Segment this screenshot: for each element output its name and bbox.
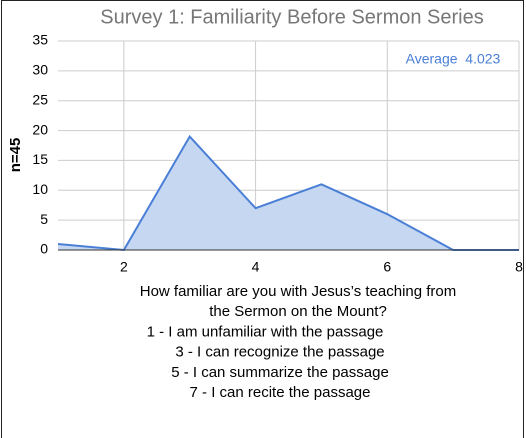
x-axis-label: the Sermon on the Mount?: [209, 303, 387, 320]
y-tick-label: 30: [32, 62, 48, 78]
x-axis-label: 5 - I can summarize the passage: [171, 364, 389, 381]
x-tick-label: 4: [252, 259, 260, 275]
chart-title: Survey 1: Familiarity Before Sermon Seri…: [100, 6, 483, 28]
y-tick-label: 0: [40, 241, 48, 257]
x-axis-label: How familiar are you with Jesus’s teachi…: [140, 283, 457, 300]
y-tick-label: 10: [32, 181, 48, 197]
x-axis-label: 3 - I can recognize the passage: [175, 344, 384, 361]
area: [58, 136, 519, 250]
y-tick-label: 35: [32, 32, 48, 48]
x-tick-label: 2: [120, 259, 128, 275]
x-tick-label: 6: [383, 259, 391, 275]
y-tick-label: 25: [32, 91, 48, 107]
y-tick-label: 15: [32, 151, 48, 167]
annotation: Average 4.023: [406, 51, 501, 67]
y-axis-label: n=45: [7, 138, 24, 173]
x-tick-label: 8: [515, 259, 523, 275]
y-tick-label: 20: [32, 121, 48, 137]
line: [57, 134, 519, 252]
y-tick-label: 5: [40, 211, 48, 227]
x-axis-label: 1 - I am unfamiliar with the passage: [147, 323, 384, 340]
x-axis-label: 7 - I can recite the passage: [190, 384, 371, 401]
